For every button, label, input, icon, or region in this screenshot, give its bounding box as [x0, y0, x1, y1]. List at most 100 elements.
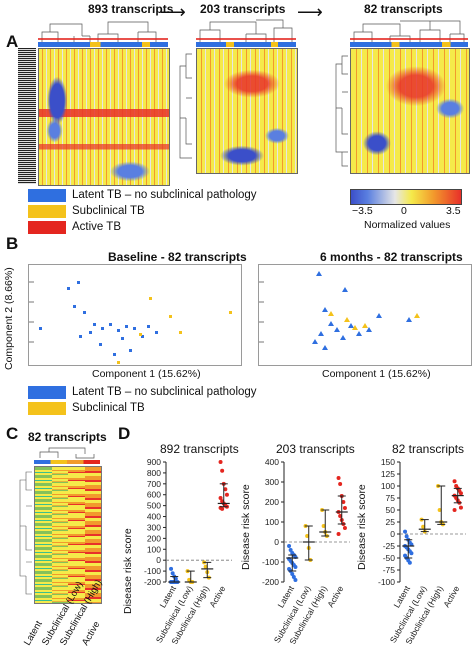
colorbar-max-label: 3.5: [446, 205, 461, 217]
heatmap-2: [196, 48, 298, 174]
data-point: [336, 476, 341, 480]
heatmap-2-row-dendrogram: [179, 53, 192, 159]
y-tick-label: 100: [381, 481, 395, 491]
pca-baseline-title: Baseline - 82 transcripts: [108, 250, 247, 264]
heatmap-1-title: 893 transcripts: [88, 2, 174, 16]
data-point: [338, 482, 343, 486]
data-point: [218, 496, 223, 500]
dplot-1: -200-1000100200300400500600700800900Late…: [144, 458, 232, 644]
heatmap-1: [38, 48, 170, 186]
heatmap-3-col-dendrogram: [350, 20, 468, 44]
y-tick-label: -100: [378, 577, 395, 587]
legend-label: Subclinical TB: [72, 205, 145, 217]
y-tick-label: 400: [147, 512, 161, 522]
legend-swatch: [28, 401, 66, 415]
y-tick-label: -200: [262, 577, 279, 587]
y-tick-label: 200: [147, 533, 161, 543]
legend-label: Latent TB – no subclinical pathology: [72, 189, 257, 201]
dplot-3-ylabel: Disease risk score: [356, 484, 368, 570]
dplot-2-title: 203 transcripts: [276, 442, 355, 456]
y-tick-label: 100: [147, 544, 161, 554]
y-tick-label: 800: [147, 468, 161, 478]
data-point: [293, 565, 298, 569]
pca-baseline-svg: [29, 281, 232, 364]
data-point: [458, 505, 463, 510]
panel-b-letter: B: [6, 234, 19, 253]
data-point: [305, 534, 310, 538]
data-point: [341, 500, 346, 504]
data-point: [287, 544, 292, 548]
y-tick-label: 0: [274, 537, 279, 547]
heatmap-2-title: 203 transcripts: [200, 2, 286, 16]
pca-ylabel: Component 2 (8.66%): [3, 267, 15, 370]
legend-label: Active TB: [72, 221, 121, 233]
data-point: [421, 524, 426, 529]
panel-c-group-strip: [34, 460, 100, 464]
panel-c-col-active: [84, 467, 101, 603]
panel-c-collabel-active: Active: [80, 619, 103, 648]
heatmap-2-group-strip: [196, 42, 296, 47]
legend-swatch: [28, 188, 66, 202]
heatmap-3: [350, 48, 470, 174]
data-point: [170, 571, 175, 576]
data-point: [293, 578, 298, 582]
legend-item-subclinical: Subclinical TB: [28, 400, 257, 416]
category-label: Active: [207, 584, 227, 609]
y-tick-label: 300: [147, 522, 161, 532]
legend-label: Subclinical TB: [72, 402, 145, 414]
legend-item-latent: Latent TB – no subclinical pathology: [28, 187, 257, 203]
heatmap-1-col-dendrogram: [38, 21, 168, 44]
data-point: [203, 564, 208, 569]
heatmap-2-col-dendrogram: [196, 19, 296, 44]
pca-baseline-xlabel: Component 1 (15.62%): [92, 368, 201, 380]
panel-c-col-dendrogram: [39, 447, 95, 459]
data-point: [291, 575, 296, 579]
data-point: [173, 576, 178, 581]
panel-b-legend: Latent TB – no subclinical pathology Sub…: [28, 384, 257, 416]
pca-6months-plot: [258, 264, 472, 366]
legend-swatch: [28, 204, 66, 218]
y-tick-label: 300: [265, 477, 279, 487]
y-tick-label: -75: [383, 565, 396, 575]
heatmap-3-title: 82 transcripts: [364, 2, 443, 16]
y-tick-label: 150: [381, 458, 395, 467]
panel-d-letter: D: [118, 424, 131, 443]
data-point: [407, 560, 412, 565]
y-tick-label: 900: [147, 458, 161, 467]
data-point: [321, 524, 326, 528]
legend-item-subclinical: Subclinical TB: [28, 203, 257, 219]
dplot-3-title: 82 transcripts: [392, 442, 465, 456]
y-tick-label: 100: [265, 517, 279, 527]
data-point: [290, 572, 295, 576]
colorbar: [350, 189, 462, 205]
y-tick-label: 0: [390, 529, 395, 539]
panel-c-row-dendrogram: [19, 471, 32, 595]
y-tick-label: 25: [386, 517, 396, 527]
legend-swatch: [28, 385, 66, 399]
y-tick-label: 0: [156, 555, 161, 565]
dplot-2-ylabel: Disease risk score: [240, 484, 252, 570]
dplot-1-title: 892 transcripts: [160, 442, 239, 456]
y-tick-label: -100: [262, 557, 279, 567]
heatmap-1-row-dendrogram: [18, 48, 36, 184]
category-label: Active: [441, 584, 461, 609]
y-tick-label: 600: [147, 490, 161, 500]
colorbar-min-label: −3.5: [352, 205, 373, 217]
y-tick-label: -50: [383, 553, 396, 563]
panel-c-heatmap: [34, 466, 102, 604]
data-point: [437, 508, 442, 512]
data-point: [452, 508, 457, 512]
legend-item-active: Active TB: [28, 219, 257, 235]
data-point: [223, 487, 228, 492]
y-tick-label: 125: [381, 469, 395, 479]
panel-a-legend: Latent TB – no subclinical pathology Sub…: [28, 187, 257, 235]
dplot-1-ylabel: Disease risk score: [122, 528, 134, 614]
y-tick-label: 200: [265, 497, 279, 507]
data-point: [220, 506, 225, 511]
category-label: Active: [325, 584, 345, 609]
pca-6months-title: 6 months - 82 transcripts: [320, 250, 463, 264]
y-tick-label: 50: [386, 505, 396, 515]
arrow-icon-2: ⟶: [297, 2, 323, 22]
legend-swatch: [28, 220, 66, 234]
